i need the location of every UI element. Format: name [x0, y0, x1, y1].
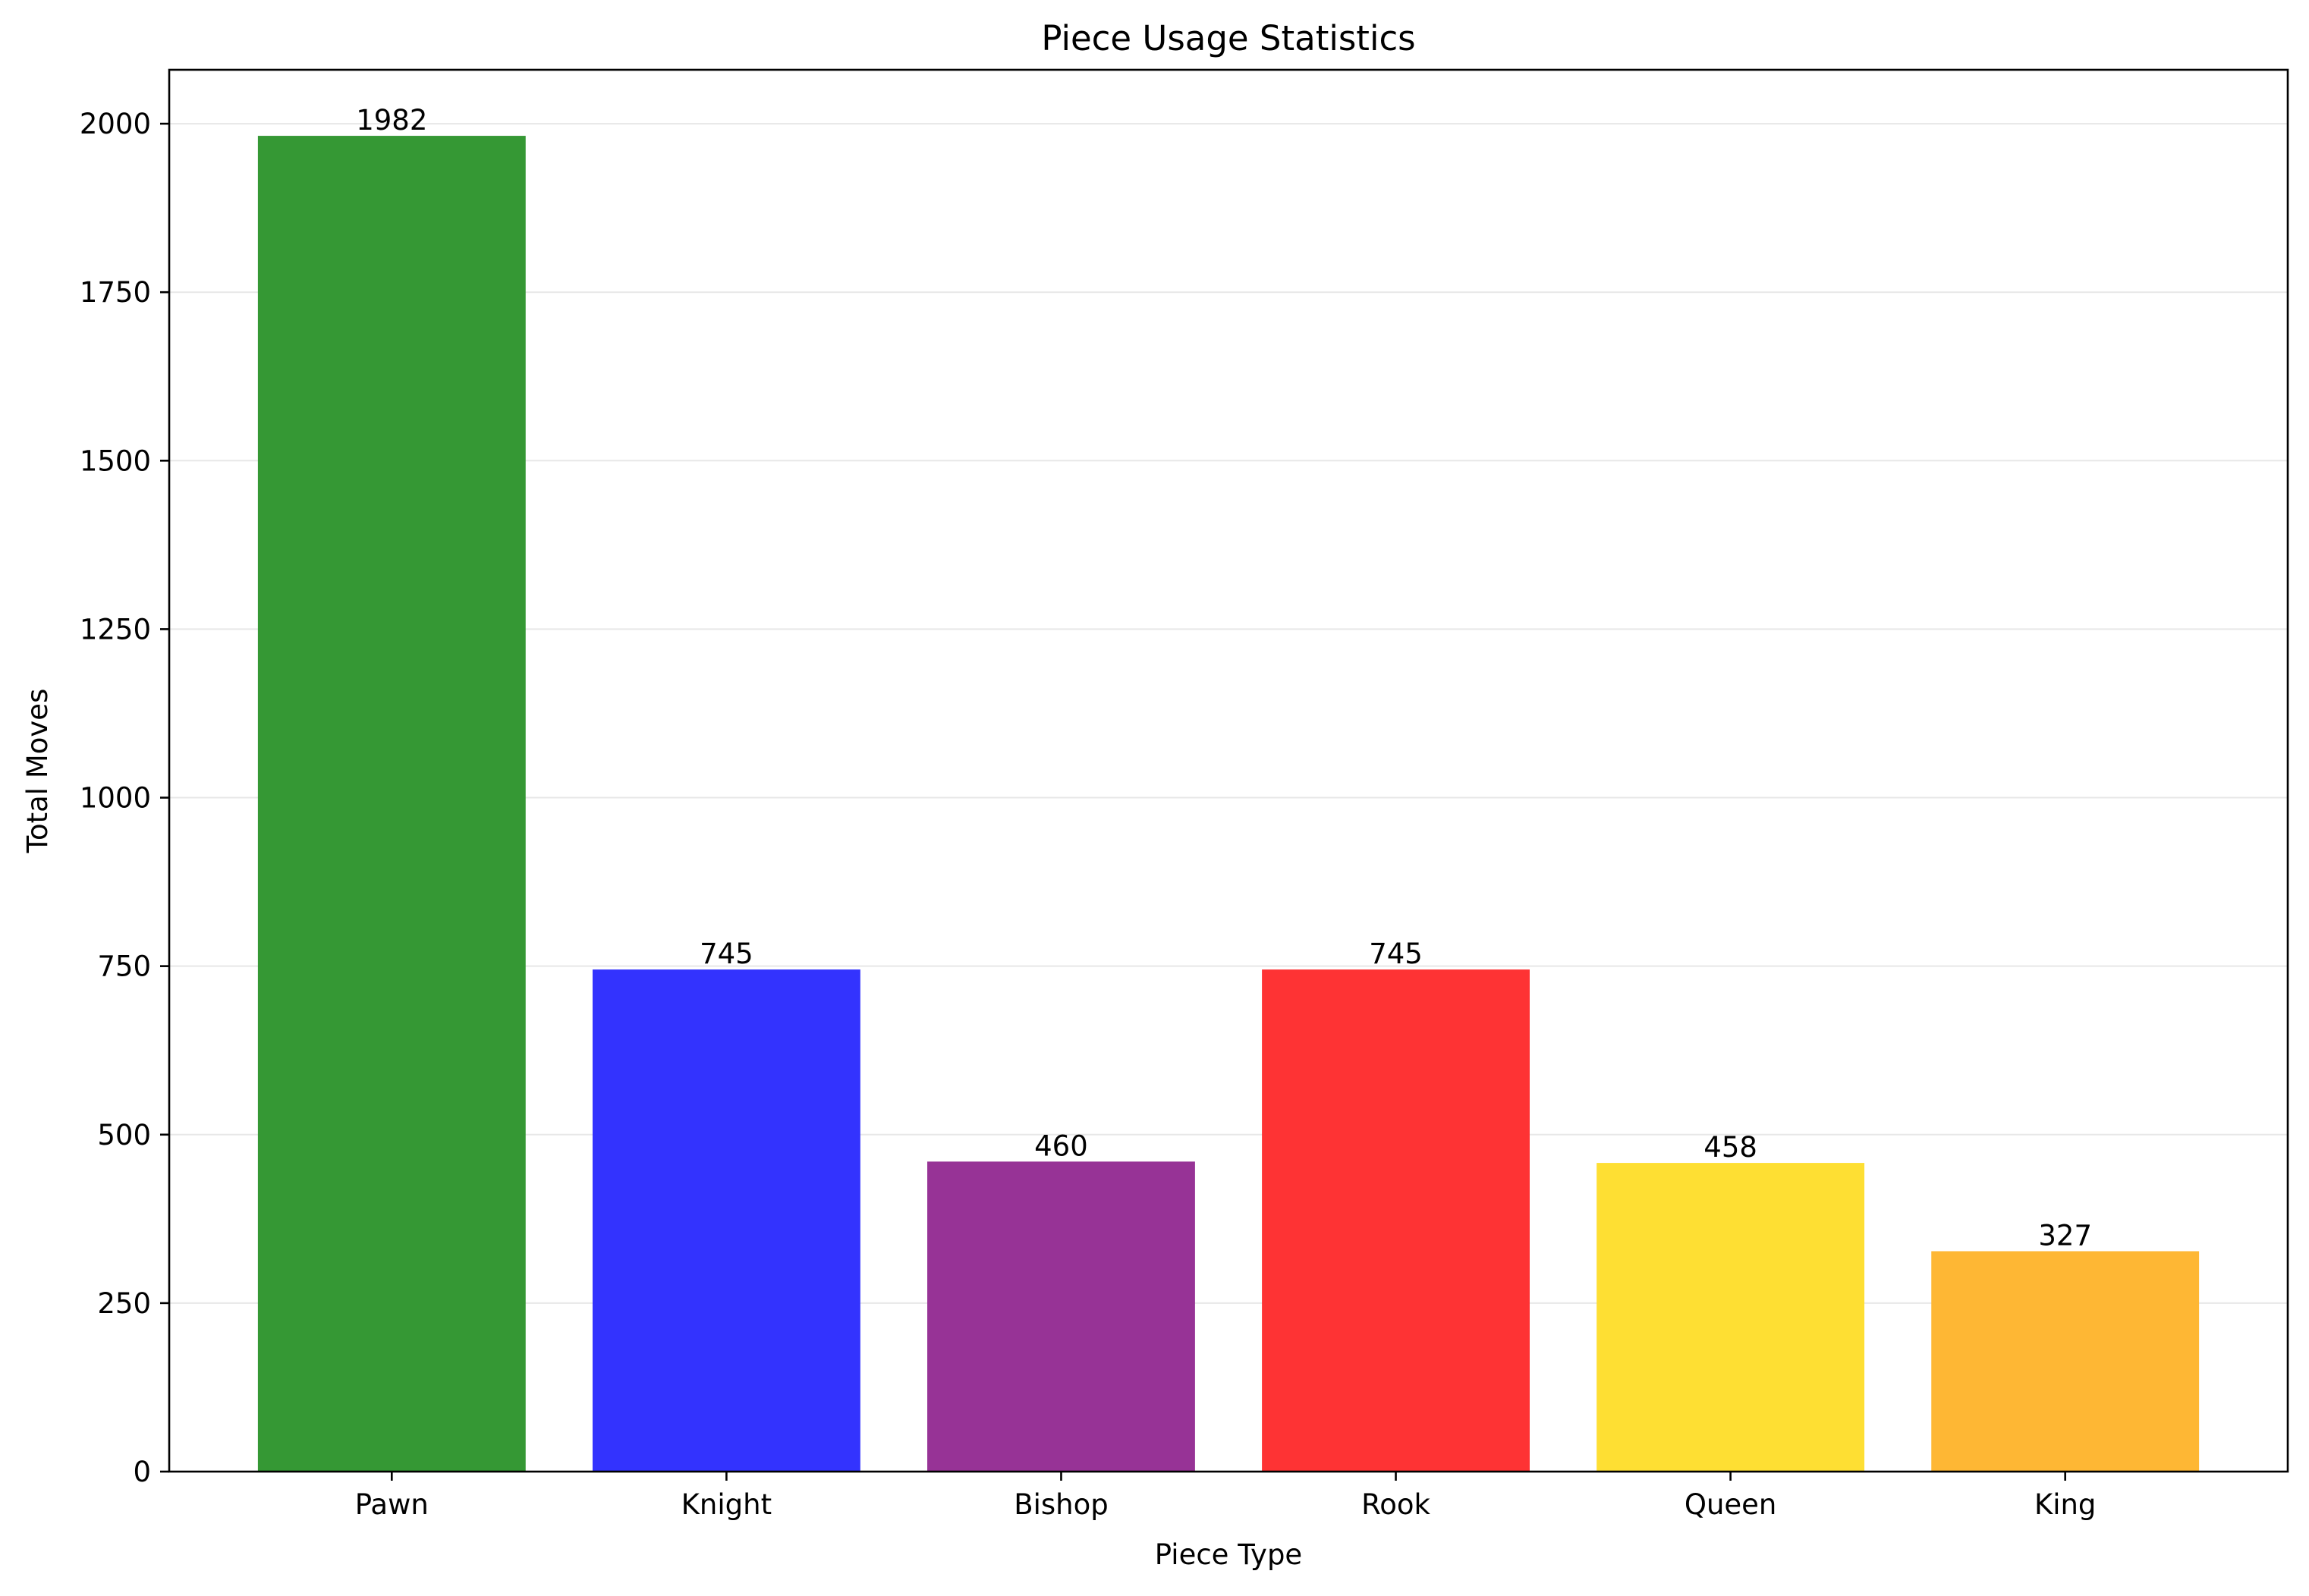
bar-value-label: 327	[2038, 1219, 2092, 1252]
x-tick-label: Queen	[1685, 1488, 1777, 1521]
y-axis-ticks: 0 250 500 750 1000 1250 1500 1750 2000	[80, 108, 169, 1488]
x-axis-ticks: Pawn Knight Bishop Rook Queen King	[355, 1472, 2096, 1521]
bar-pawn	[257, 136, 526, 1472]
x-axis-title: Piece Type	[1155, 1538, 1302, 1571]
bar-value-label: 458	[1703, 1131, 1757, 1164]
bar-value-label: 460	[1034, 1129, 1088, 1162]
y-tick-label: 0	[133, 1456, 151, 1488]
y-tick-label: 1250	[80, 613, 151, 646]
x-tick-label: Rook	[1361, 1488, 1430, 1521]
x-tick-label: Pawn	[355, 1488, 429, 1521]
plot-area-frame	[168, 68, 2289, 1473]
y-tick-label: 250	[97, 1287, 151, 1320]
chart-title: Piece Usage Statistics	[1041, 18, 1415, 58]
y-tick-label: 1750	[80, 276, 151, 309]
y-tick-label: 500	[97, 1119, 151, 1151]
x-tick-label: Knight	[681, 1488, 772, 1521]
bar-value-label: 745	[1369, 938, 1423, 970]
y-tick-label: 750	[97, 950, 151, 983]
bar-value-labels: 1982 745 460 745 458 327	[356, 104, 2092, 1252]
bar-king	[1931, 1251, 2200, 1472]
y-tick-label: 1000	[80, 782, 151, 815]
bar-bishop	[927, 1161, 1195, 1472]
y-tick-label: 1500	[80, 445, 151, 477]
x-tick-label: Bishop	[1014, 1488, 1109, 1521]
bar-rook	[1262, 969, 1530, 1472]
bar-queen	[1596, 1163, 1865, 1472]
bars	[257, 136, 2200, 1472]
bar-knight	[592, 969, 860, 1472]
bar-value-label: 1982	[356, 104, 427, 137]
bar-value-label: 745	[700, 938, 753, 970]
y-tick-label: 2000	[80, 108, 151, 140]
x-tick-label: King	[2034, 1488, 2096, 1521]
y-axis-title: Total Moves	[21, 689, 54, 854]
